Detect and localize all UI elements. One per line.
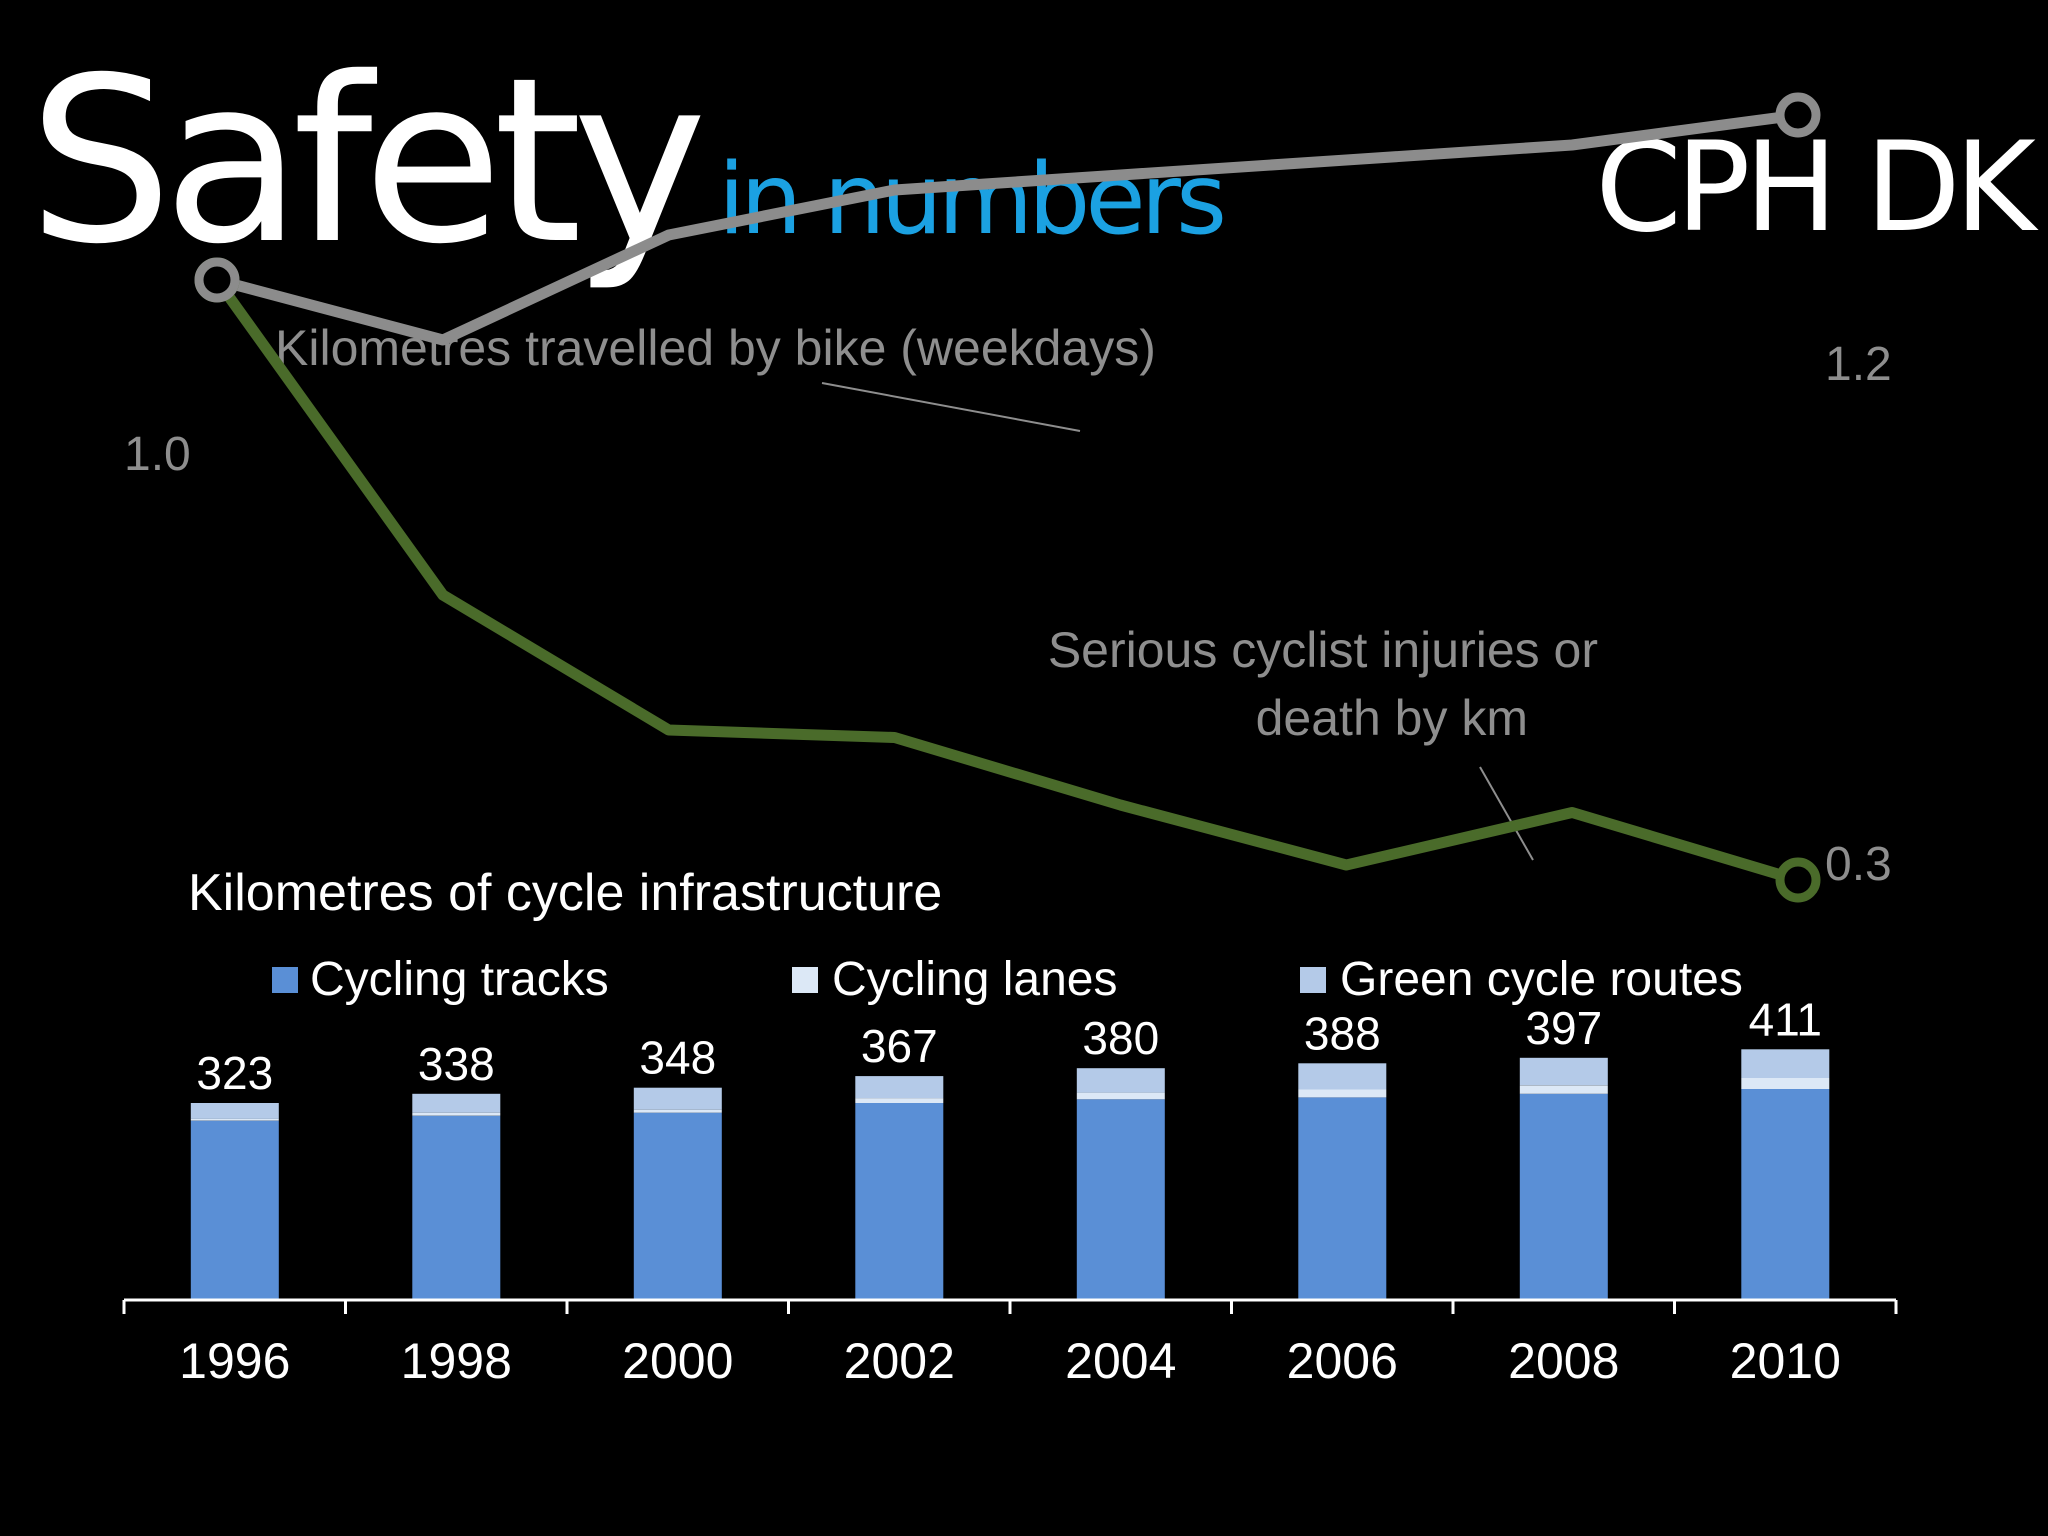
bar-total-label-2010: 411 <box>1749 993 1822 1045</box>
x-tick-label-2008: 2008 <box>1508 1333 1619 1389</box>
bar-total-label-1998: 338 <box>418 1038 495 1090</box>
bar-total-label-2004: 380 <box>1082 1012 1159 1064</box>
bar-cycling-lanes-2008 <box>1519 1085 1608 1094</box>
annotation-injury-end-value: 0.3 <box>1825 838 1892 891</box>
bar-cycling-tracks-2008 <box>1519 1093 1608 1300</box>
title-safety: Safety <box>28 28 701 294</box>
injury-rate-line-point-2002 <box>893 736 896 739</box>
bar-green-cycle-routes-2004 <box>1076 1068 1165 1093</box>
bar-green-cycle-routes-2006 <box>1298 1063 1387 1090</box>
km-travelled-line-point-2008 <box>1571 144 1574 146</box>
km-travelled-line-point-1996 <box>194 257 240 303</box>
injury-rate-line-point-2000 <box>667 729 670 731</box>
legend-swatch-green-cycle-routes <box>1300 967 1326 993</box>
bar-cycling-tracks-1998 <box>412 1115 501 1300</box>
km-travelled-line-point-2002 <box>893 189 896 191</box>
annotation-start-value: 1.0 <box>124 428 191 481</box>
annotation-km-end-value: 1.2 <box>1825 338 1892 391</box>
bar-cycling-lanes-2010 <box>1741 1078 1830 1089</box>
bar-cycling-tracks-2010 <box>1741 1088 1830 1300</box>
x-tick-label-2006: 2006 <box>1287 1333 1398 1389</box>
injury-rate-line-point-2010 <box>1775 857 1821 903</box>
km-travelled-line-point-1998 <box>441 339 444 341</box>
x-tick-label-1998: 1998 <box>401 1333 512 1389</box>
x-tick-label-2004: 2004 <box>1065 1333 1176 1389</box>
bar-chart: 323 1996 338 1998 348 2000 367 2002 380 2004 388 20… <box>122 993 1898 1389</box>
bar-cycling-lanes-2006 <box>1298 1089 1387 1098</box>
legend-swatch-cycling-lanes <box>792 967 818 993</box>
bar-cycling-lanes-2002 <box>855 1098 944 1103</box>
bar-cycling-lanes-2004 <box>1076 1092 1165 1100</box>
x-tick-label-2010: 2010 <box>1730 1333 1841 1389</box>
x-tick-label-2000: 2000 <box>622 1333 733 1389</box>
km-travelled-line <box>211 109 1804 346</box>
bar-cycling-tracks-2004 <box>1076 1099 1165 1300</box>
km-travelled-line-point-2006 <box>1345 159 1348 161</box>
km-travelled-line-point-2010 <box>1775 92 1821 138</box>
bar-green-cycle-routes-2010 <box>1741 1049 1830 1078</box>
injury-rate-line-point-1998 <box>441 594 444 596</box>
km-label-leader <box>821 382 1081 432</box>
title-in-numbers: in numbers <box>718 143 1223 257</box>
bar-total-label-2006: 388 <box>1304 1007 1381 1059</box>
injury-series-label-line2: death by km <box>1256 690 1528 746</box>
legend-label-cycling-tracks: Cycling tracks <box>310 953 609 1006</box>
bar-total-label-1996: 323 <box>196 1047 273 1099</box>
bar-green-cycle-routes-1998 <box>412 1093 501 1113</box>
x-tick-label-2002: 2002 <box>844 1333 955 1389</box>
bar-cycling-tracks-1996 <box>190 1120 279 1300</box>
legend-label-green-cycle-routes: Green cycle routes <box>1340 953 1743 1006</box>
x-tick-label-1996: 1996 <box>179 1333 290 1389</box>
injury-rate-line-point-2006 <box>1345 864 1348 866</box>
km-travelled-line-point-2000 <box>667 234 670 236</box>
injury-series-label-line1: Serious cyclist injuries or <box>1048 622 1598 678</box>
injury-rate-line-point-2008 <box>1571 811 1574 814</box>
bar-cycling-tracks-2000 <box>633 1112 722 1300</box>
legend-swatch-cycling-tracks <box>272 967 298 993</box>
bar-total-label-2008: 397 <box>1525 1002 1602 1054</box>
location-label: CPH DK <box>1595 116 2038 260</box>
line-chart <box>194 92 1821 903</box>
bar-cycling-lanes-2000 <box>633 1109 722 1113</box>
bar-cycling-tracks-2006 <box>1298 1097 1387 1300</box>
bar-green-cycle-routes-1996 <box>190 1103 279 1119</box>
bar-total-label-2000: 348 <box>639 1032 716 1084</box>
injury-rate-line <box>211 274 1804 886</box>
injury-label-leader <box>1479 766 1534 861</box>
bar-cycling-lanes-1996 <box>190 1118 279 1121</box>
bar-total-label-2002: 367 <box>861 1020 938 1072</box>
bar-green-cycle-routes-2008 <box>1519 1057 1608 1086</box>
bar-chart-title: Kilometres of cycle infrastructure <box>188 864 942 922</box>
bar-green-cycle-routes-2000 <box>633 1087 722 1110</box>
legend-label-cycling-lanes: Cycling lanes <box>832 953 1117 1006</box>
bar-green-cycle-routes-2002 <box>855 1076 944 1099</box>
injury-rate-line-point-2004 <box>1119 804 1122 806</box>
bar-cycling-tracks-2002 <box>855 1103 944 1300</box>
bar-cycling-lanes-1998 <box>412 1112 501 1116</box>
km-travelled-line-point-2004 <box>1119 174 1122 176</box>
